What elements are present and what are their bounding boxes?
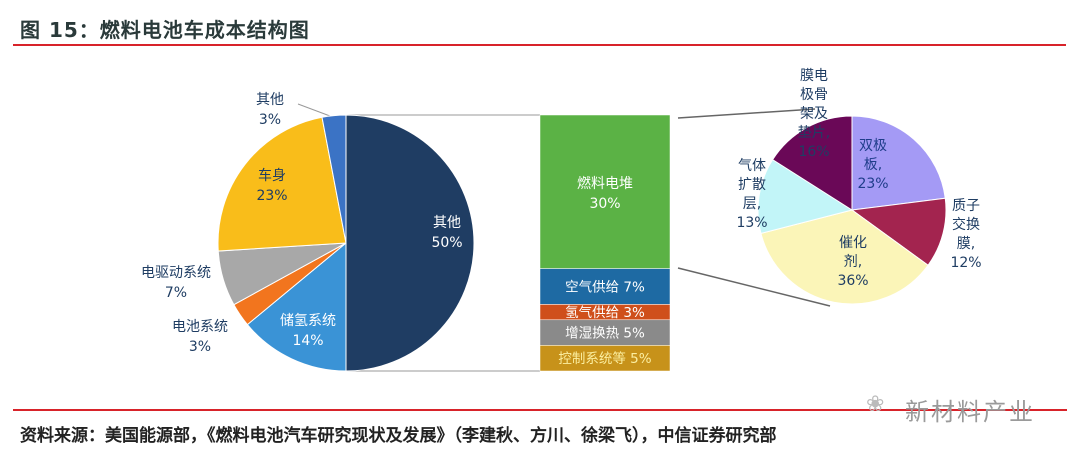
title-rule [13, 44, 1066, 46]
leader-line-other [297, 103, 331, 117]
connector-line-right-bottom [677, 267, 831, 307]
pie0-slice-1 [246, 241, 347, 372]
bar-label-4: 控制系统等 5% [558, 350, 651, 367]
pie2-label-0: 双极板, 23% [857, 138, 888, 192]
footer-rule [13, 409, 1067, 411]
chart-title: 图 15：燃料电池车成本结构图 [20, 18, 310, 42]
pie0-slice-5 [321, 114, 347, 244]
pie2-slice-0 [851, 115, 946, 211]
bar-segment-3 [539, 319, 671, 346]
bar-label-0: 燃料电堆 30% [577, 175, 633, 212]
pie2-label-1: 质子交换膜, 12% [950, 198, 981, 271]
pie2-slice-3 [757, 158, 854, 234]
pie0-label-3: 电驱动系统 7% [141, 265, 211, 301]
bar-label-1: 空气供给 7% [565, 280, 645, 296]
pie0-label-2: 电池系统 3% [172, 319, 228, 355]
pie2-slice-4 [771, 115, 853, 211]
connector-line-right-top [677, 108, 816, 119]
pie2-slice-1 [850, 197, 947, 266]
pie2-label-4: 膜电极骨架及垫片, 16% [798, 68, 830, 160]
bar-label-2: 氢气供给 3% [565, 305, 645, 321]
wechat-icon: ❀ [866, 392, 885, 417]
pie2-label-2: 催化剂, 36% [837, 235, 868, 289]
pie0-label-4: 车身 23% [256, 167, 287, 204]
bar-label-3: 增湿换热 5% [565, 326, 645, 342]
pie2-slice-2 [760, 209, 929, 305]
bar-segment-4 [539, 345, 671, 372]
pie0-label-1: 储氢系统 14% [280, 313, 336, 349]
bar-segment-0 [539, 114, 671, 269]
pie2-label-3: 气体扩散层, 13% [736, 158, 767, 231]
source-note: 资料来源：美国能源部，《燃料电池汽车研究现状及发展》（李建秋、方川、徐梁飞），中… [20, 426, 777, 446]
pie0-label-0: 其他 50% [431, 215, 462, 251]
watermark: 新材料产业 [905, 398, 1035, 426]
pie0-slice-4 [217, 116, 347, 252]
pie0-slice-0 [345, 114, 475, 372]
pie0-label-5: 其他 3% [256, 92, 284, 128]
